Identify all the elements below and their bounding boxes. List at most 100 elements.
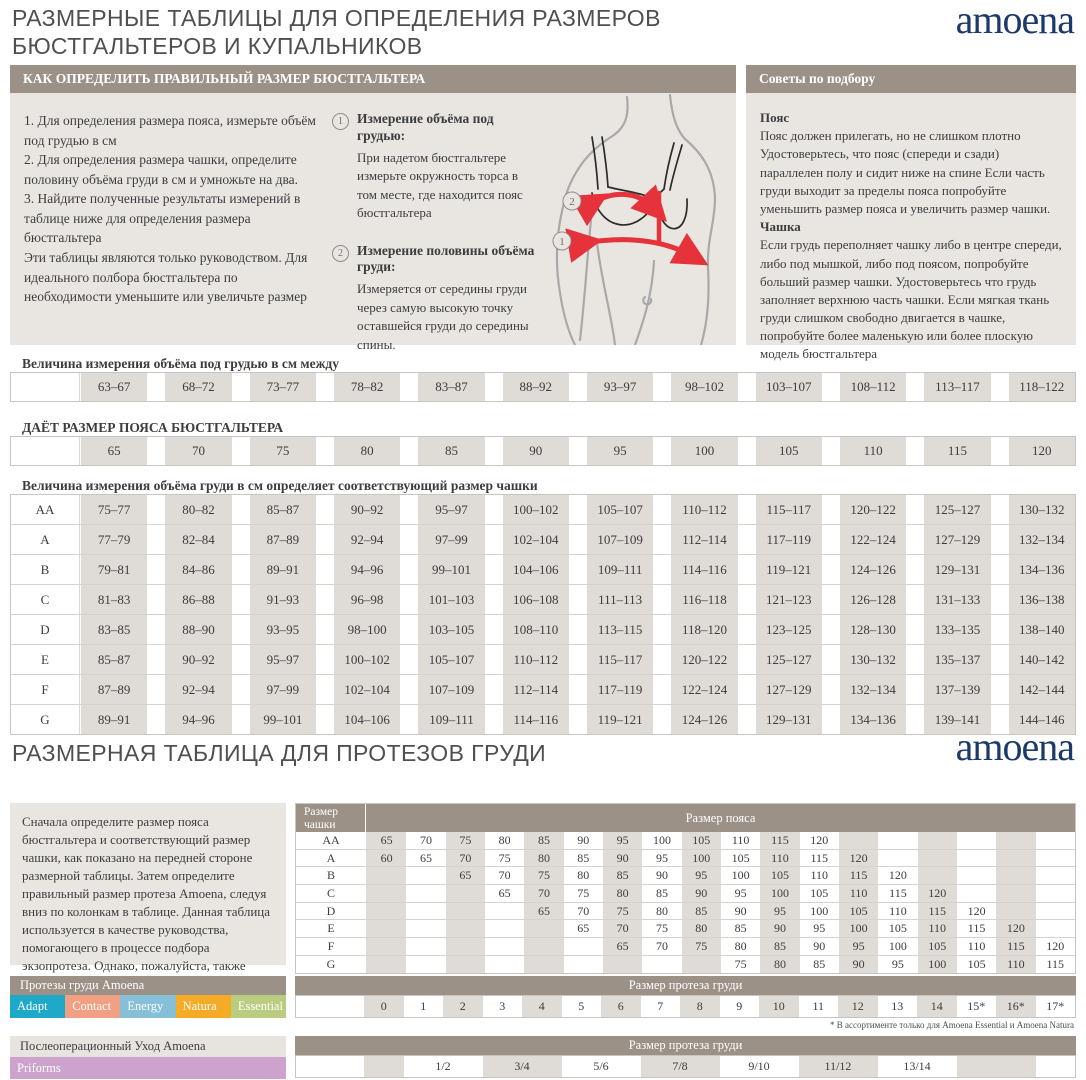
cup-range-cell: 99–101	[249, 705, 316, 734]
underbust-range-row: 63–67 68–72 73–77 78–82 83–87 88–92 93–97 98–10…	[10, 372, 1076, 402]
band-size-cell	[917, 849, 957, 867]
cup-range-cell: 92–94	[165, 675, 232, 704]
cup-range-cell: 88–90	[165, 615, 232, 644]
band-size-row: 65 70 75 80 85 90 95 100 105 110 115 120	[10, 436, 1076, 466]
band-size-cell: 110	[889, 903, 907, 918]
empty-lead-cell	[296, 1056, 364, 1077]
band-table-label: ДАЁТ РАЗМЕР ПОЯСА БЮСТГАЛЬТЕРА	[22, 420, 284, 435]
band-size-cell: 105	[755, 437, 822, 465]
cup-range-cell: 97–99	[249, 675, 316, 704]
band-size-cell	[485, 956, 524, 973]
band-size-cell: 90	[602, 849, 643, 867]
band-size-cell: 105	[760, 867, 800, 885]
band-size-cell	[878, 832, 917, 849]
band-size-cell	[878, 850, 917, 867]
prosthesis-size-row: 0 1 2 3 4 5 6 7 8 9 10 11 12 13 14 15* 16* 17*	[295, 995, 1076, 1018]
cup-range-cell: 115–117	[586, 645, 654, 674]
band-size-cell	[996, 867, 1036, 885]
cup-range-cell: 93–95	[249, 615, 316, 644]
cup-range-cell: 82–84	[165, 525, 232, 554]
cup-range-cell: 112–114	[671, 525, 738, 554]
underbust-range-cell: 98–102	[671, 373, 738, 401]
cup-range-cell: 85–87	[249, 495, 316, 524]
cup-range-cell: 89–91	[81, 705, 148, 734]
prosthesis-band-table: Размер чашки Размер пояса AA 65 70 75 80 85 90…	[295, 803, 1076, 974]
band-size-cell: 70	[445, 849, 485, 867]
cup-label: D	[296, 902, 367, 920]
band-size-cell: 70	[165, 437, 232, 465]
band-size-cell	[524, 920, 564, 938]
band-size-cell: 110	[839, 437, 907, 465]
prosthesis-size-cell: 1	[420, 999, 427, 1013]
band-size-cell: 105	[838, 902, 879, 920]
band-size-cell: 80	[602, 885, 643, 902]
cup-label: E	[11, 645, 80, 674]
band-size-cell: 80	[681, 920, 721, 938]
band-size-cell	[406, 903, 445, 920]
band-size-cell: 65	[602, 938, 643, 955]
band-size-cell: 120	[917, 885, 957, 902]
empty-lead-cell	[11, 373, 80, 401]
band-size-cell: 80	[333, 437, 401, 465]
cup-range-cell: 91–93	[249, 585, 316, 614]
band-size-cell: 85	[602, 867, 643, 885]
torso-illustration: 2 1	[552, 93, 717, 347]
product-tag-adapt: Adapt	[10, 995, 66, 1018]
prosthesis-size-cell: 6	[601, 996, 641, 1017]
cup-range-cell: 142–144	[1008, 675, 1075, 704]
cup-range-cell: 94–96	[165, 705, 232, 734]
cup-label: A	[296, 849, 367, 867]
band-size-cell	[406, 867, 445, 884]
band-size-cell	[406, 920, 445, 937]
band-size-cell	[445, 920, 485, 938]
cup-range-cell: 110–112	[502, 645, 569, 674]
prosthesis-size-cell: 17*	[1046, 999, 1065, 1013]
band-size-cell: 110	[810, 868, 829, 883]
band-size-cell	[564, 956, 603, 973]
band-size-cell	[1036, 850, 1075, 867]
cup-label: C	[296, 885, 367, 902]
band-size-cell: 120	[996, 920, 1036, 938]
cup-range-cell: 103–105	[418, 615, 485, 644]
band-size-cell: 80	[577, 868, 590, 883]
band-size-cell: 90	[838, 955, 879, 973]
band-size-cell: 85	[577, 850, 590, 865]
cup-range-cell: 98–100	[333, 615, 401, 644]
cup-range-cell: 121–123	[755, 585, 822, 614]
band-size-cell: 115	[889, 886, 907, 901]
band-size-cell: 120	[888, 868, 907, 883]
underbust-range-cell: 108–112	[839, 373, 907, 401]
band-size-cell	[1036, 885, 1075, 902]
prosthesis-size-cell: 8	[680, 996, 720, 1017]
aftercare-size-row: 1/2 3/4 5/6 7/8 9/10 11/12 13/14	[295, 1055, 1076, 1078]
band-size-cell: 100	[917, 955, 957, 973]
cup-range-cell: 117–119	[586, 675, 654, 704]
band-size-cell: 115	[996, 938, 1036, 955]
tips-belt-text: Пояс должен прилегать, но не слишком пло…	[760, 128, 1051, 216]
band-size-cell	[1036, 832, 1075, 849]
cup-range-cell: 140–142	[1008, 645, 1075, 674]
band-size-cell: 100	[652, 833, 671, 847]
tips-cup-text: Если грудь переполняет чашку либо в цент…	[760, 237, 1062, 362]
band-size-cell: 65	[419, 850, 432, 865]
cup-range-cell: 129–131	[924, 555, 991, 584]
band-size-cell	[367, 867, 407, 885]
band-size-cell: 65	[367, 832, 407, 849]
band-size-cell	[367, 938, 407, 955]
cup-range-cell: 85–87	[81, 645, 148, 674]
prosthesis-size-cell: 15*	[967, 999, 986, 1013]
measurement-1: 1 Измерение объёма под грудью: При надет…	[332, 111, 538, 223]
cup-range-cell: 120–122	[671, 645, 738, 674]
cup-range-cell: 90–92	[333, 495, 401, 524]
band-size-cell: 65	[577, 921, 590, 936]
bra-outline	[591, 136, 688, 230]
band-size-cell: 95	[681, 867, 721, 885]
band-size-cell	[1036, 867, 1075, 884]
circled-2-icon: 2	[332, 244, 349, 262]
prosthesis-table-row: G 75 80 85 90 95 100 105 110 115	[296, 954, 1075, 973]
body-outline	[555, 93, 717, 347]
cup-table-row: E 85–87 90–92 95–97 100–102 105–107 110–112 115…	[11, 644, 1075, 674]
band-size-cell: 80	[655, 903, 668, 918]
band-size-cell	[445, 938, 485, 955]
band-size-cell: 100	[888, 939, 907, 954]
